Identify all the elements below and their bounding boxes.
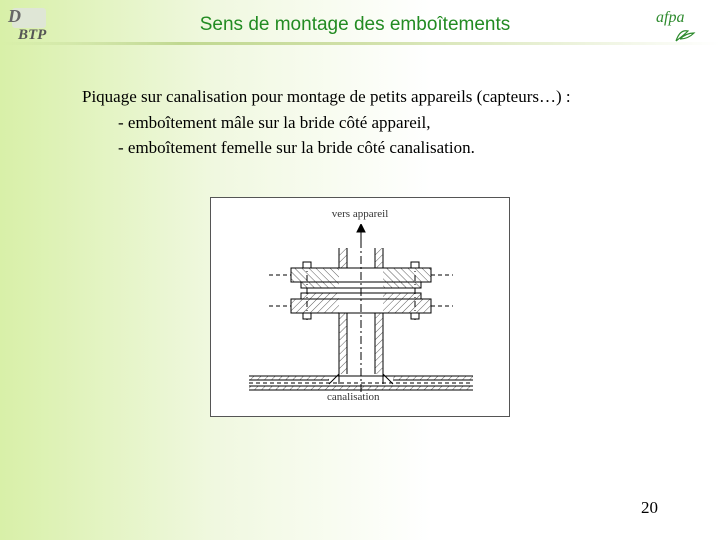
body-text: Piquage sur canalisation pour montage de…	[0, 46, 720, 161]
figure-container: vers appareil	[0, 197, 720, 417]
figure-label-top: vers appareil	[332, 208, 389, 220]
figure-label-bottom: canalisation	[327, 391, 380, 403]
logo-right-text: afpa	[656, 9, 684, 27]
page-number: 20	[641, 498, 658, 518]
body-bullet1: - emboîtement mâle sur la bride côté app…	[82, 110, 680, 136]
body-line1: Piquage sur canalisation pour montage de…	[82, 84, 680, 110]
leaf-icon	[674, 27, 696, 43]
logo-left-letter: D	[8, 6, 21, 27]
figure: vers appareil	[210, 197, 510, 417]
technical-diagram	[229, 224, 493, 396]
body-bullet2: - emboîtement femelle sur la bride côté …	[82, 135, 680, 161]
title-underline	[0, 42, 720, 45]
logo-right: afpa	[652, 9, 702, 41]
logo-left: D BTP	[8, 8, 58, 42]
header: D BTP Sens de montage des emboîtements a…	[0, 0, 720, 46]
page-title: Sens de montage des emboîtements	[58, 14, 652, 36]
